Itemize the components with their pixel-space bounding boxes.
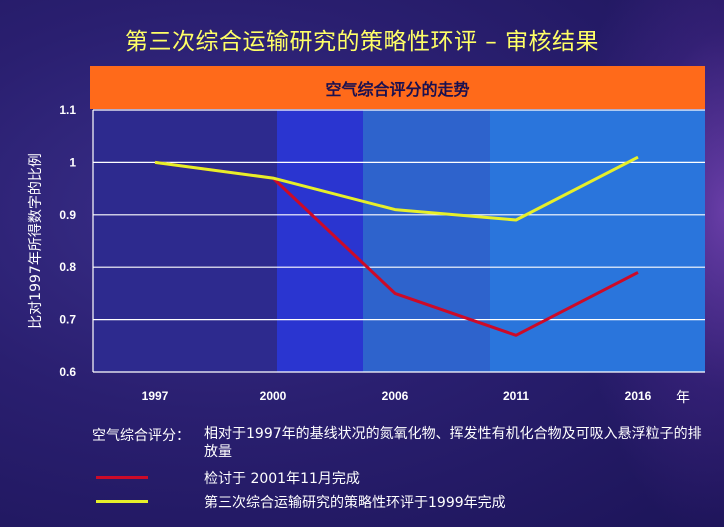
plot-band [363, 110, 490, 372]
legend-swatch-sea [96, 500, 148, 503]
y-tick-label: 0.8 [59, 260, 76, 274]
plot-band [490, 110, 705, 372]
legend-swatch-review [96, 476, 148, 479]
legend-label-sea: 第三次综合运输研究的策略性环评于1999年完成 [204, 495, 506, 511]
series-line-sea [154, 155, 639, 222]
x-tick-label: 2000 [260, 389, 287, 403]
y-tick-label: 1 [69, 155, 76, 169]
x-tick-label: 1997 [142, 389, 169, 403]
y-tick-label: 1.1 [59, 103, 76, 117]
footnote-text: 相对于1997年的基线状况的氮氧化物、挥发性有机化合物及可吸入悬浮粒子的排放量 [204, 426, 702, 460]
x-axis-unit: 年 [676, 390, 690, 406]
footnote-label: 空气综合评分： [92, 428, 190, 444]
y-tick-label: 0.7 [59, 313, 76, 327]
y-tick-label: 0.9 [59, 208, 76, 222]
y-tick-label: 0.6 [59, 365, 76, 379]
legend-label-review: 检讨于 2001年11月完成 [204, 471, 360, 487]
plot-band [277, 110, 363, 372]
plot-band [93, 110, 277, 372]
y-axis-label: 比对1997年所得数字的比例 [27, 153, 44, 329]
chart-title-banner: 空气综合评分的走势 [90, 66, 705, 109]
x-tick-label: 2011 [503, 389, 529, 403]
x-tick-label: 2006 [382, 389, 409, 403]
x-tick-label: 2016 [625, 389, 652, 403]
slide-title: 第三次综合运输研究的策略性环评 – 审核结果 [124, 29, 600, 55]
